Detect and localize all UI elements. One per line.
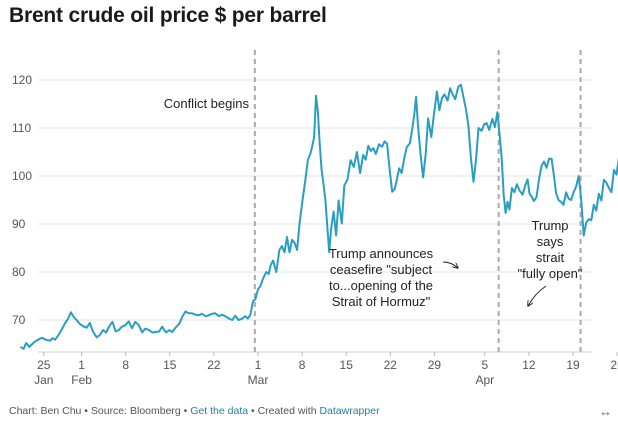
y-tick-label: 80	[12, 265, 26, 279]
event-annotation: Trump announces ceasefire "subject to...op…	[329, 246, 434, 309]
ceasefire-arrow	[442, 261, 458, 268]
x-tick-label: 8	[122, 358, 129, 372]
x-tick-month-label: Mar	[248, 373, 269, 387]
x-tick-month-label: Apr	[475, 373, 494, 387]
x-tick-month-label: Jan	[34, 373, 53, 387]
x-tick-label: 26	[610, 358, 618, 372]
x-tick-label: 19	[566, 358, 580, 372]
event-annotation: Trump says strait "fully open"	[518, 218, 583, 281]
y-tick-label: 90	[12, 217, 26, 231]
x-tick-label: 1	[255, 358, 262, 372]
series-layer	[19, 83, 618, 350]
x-tick-label: 8	[299, 358, 306, 372]
x-tick-label: 25	[37, 358, 51, 372]
fully-open-arrow	[528, 285, 547, 306]
x-tick-label: 22	[384, 358, 398, 372]
footer-created-with: • Created with	[248, 405, 320, 417]
x-tick-month-label: Feb	[71, 373, 92, 387]
footer-credit: Chart: Ben Chu • Source: Bloomberg •	[9, 405, 191, 417]
x-tick-label: 15	[340, 358, 354, 372]
x-tick-label: 29	[428, 358, 442, 372]
chart-title: Brent crude oil price $ per barrel	[9, 4, 327, 27]
x-tick-label: 12	[522, 358, 536, 372]
x-tick-label: 22	[207, 358, 221, 372]
y-tick-label: 110	[12, 121, 31, 135]
y-tick-label: 70	[12, 313, 26, 327]
expand-icon[interactable]: ↔	[599, 404, 612, 419]
x-tick-label: 5	[481, 358, 488, 372]
x-tick-label: 15	[163, 358, 177, 372]
brent-price-line	[19, 83, 618, 350]
datawrapper-link[interactable]: Datawrapper	[319, 405, 380, 417]
x-tick-label: 1	[78, 358, 85, 372]
y-tick-label: 120	[12, 73, 32, 87]
event-annotation: Conflict begins	[164, 96, 250, 111]
y-tick-label: 100	[12, 169, 32, 183]
get-the-data-link[interactable]: Get the data	[190, 405, 249, 417]
chart-footer: Chart: Ben Chu • Source: Bloomberg • Get…	[9, 405, 380, 417]
